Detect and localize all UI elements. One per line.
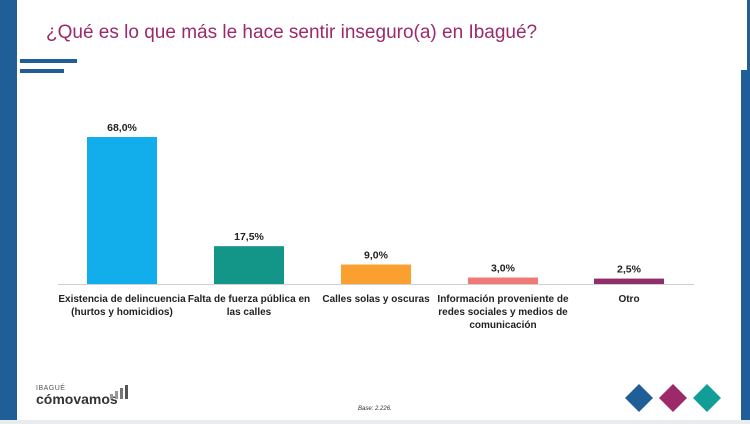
- title-accent-line-1: [20, 59, 77, 63]
- page-title: ¿Qué es lo que más le hace sentir insegu…: [46, 22, 538, 43]
- title-accent-line-2: [20, 69, 64, 73]
- bar-graph-icon: [110, 385, 128, 399]
- base-note: Base: 2.226.: [358, 406, 392, 412]
- diamond-shape-2: [659, 384, 687, 412]
- data-label-2: 17,5%: [234, 231, 264, 243]
- category-label-1: Existencia de delincuencia (hurtos y homi…: [58, 294, 186, 318]
- bar-2: [214, 246, 284, 284]
- category-label-3: Calles solas y oscuras: [322, 294, 430, 305]
- bar-3: [341, 264, 411, 284]
- bar-5: [594, 278, 664, 284]
- logo-city: IBAGUÉ: [36, 385, 66, 392]
- logo: IBAGUÉ cómovamos: [36, 385, 128, 407]
- bar-1: [87, 137, 157, 284]
- category-label-2: Falta de fuerza pública en las calles: [188, 294, 310, 318]
- data-label-1: 68,0%: [107, 122, 137, 134]
- category-label-4: Información proveniente de redes sociales…: [437, 294, 569, 331]
- data-label-5: 2,5%: [617, 264, 642, 276]
- category-label-5: Otro: [618, 294, 639, 305]
- logo-name: cómovamos: [36, 391, 118, 407]
- data-label-3: 9,0%: [364, 250, 389, 262]
- diamond-shape-1: [625, 384, 653, 412]
- diamond-shape-3: [693, 384, 721, 412]
- decorative-diamonds: [625, 384, 721, 412]
- data-label-4: 3,0%: [491, 263, 516, 275]
- right-accent-line: [747, 0, 750, 70]
- left-accent-bar: [0, 0, 17, 420]
- bar-4: [468, 277, 538, 284]
- right-accent-bar: [741, 70, 750, 420]
